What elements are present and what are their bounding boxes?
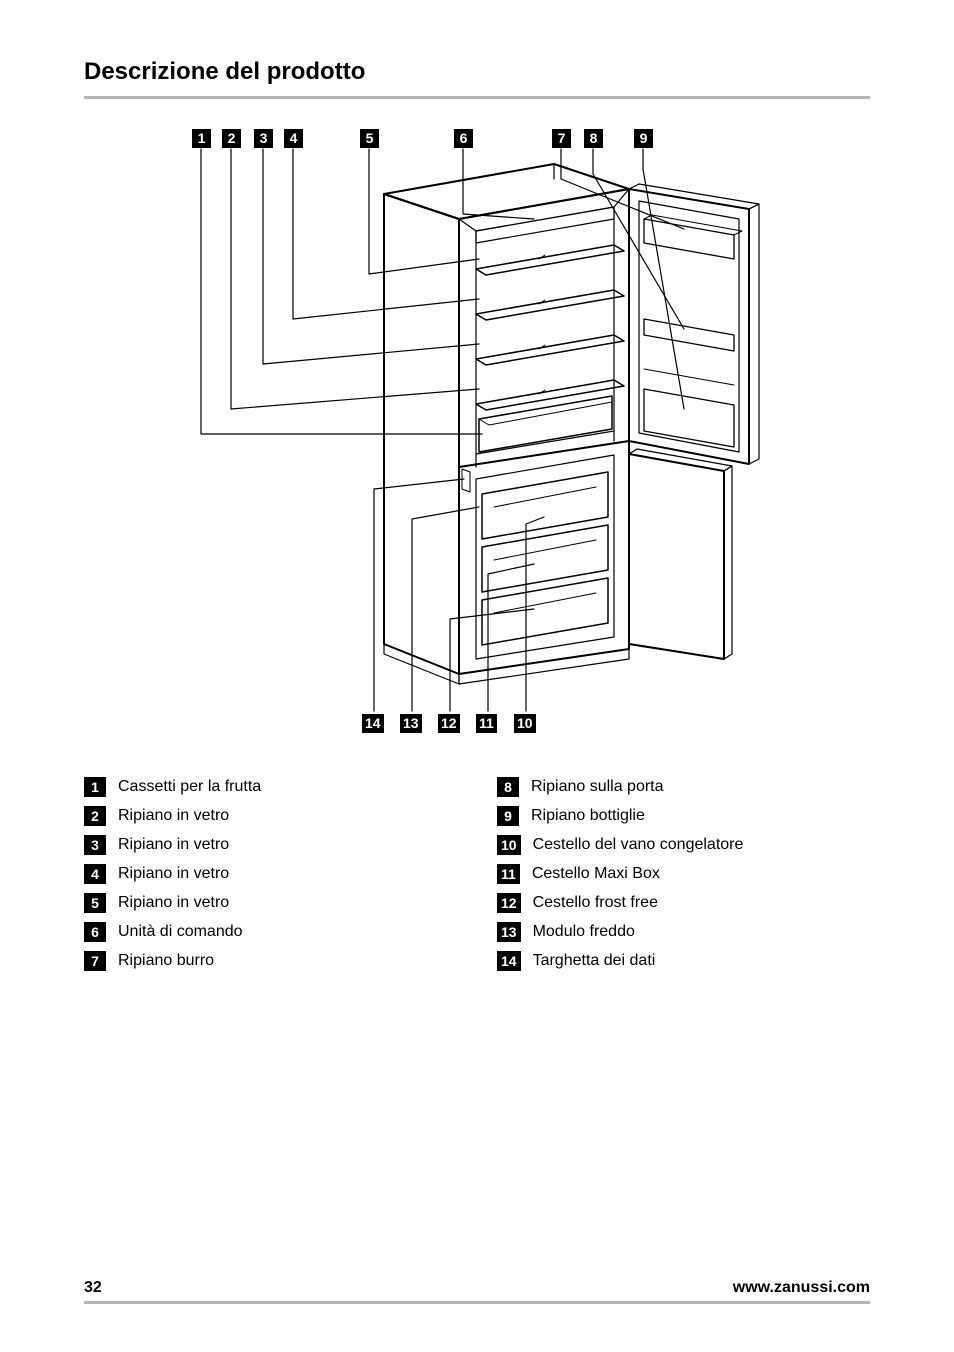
legend-label: Ripiano burro [118,952,214,970]
legend-label: Cassetti per la frutta [118,778,261,796]
legend-row: 6 Unità di comando [84,922,457,942]
legend-label: Modulo freddo [533,923,635,941]
legend-label: Cestello del vano congelatore [533,836,744,854]
callout-4: 4 [284,129,303,148]
legend-num-3: 3 [84,835,106,855]
legend-label: Ripiano in vetro [118,894,229,912]
legend-row: 3 Ripiano in vetro [84,835,457,855]
legend-row: 10 Cestello del vano congelatore [497,835,870,855]
legend-num-11: 11 [497,864,520,884]
legend-num-13: 13 [497,922,521,942]
product-diagram: 123456789 1413121110 [84,119,870,749]
legend-num-12: 12 [497,893,521,913]
legend-col-right: 8 Ripiano sulla porta 9 Ripiano bottiglie 10… [497,777,870,980]
legend-row: 9 Ripiano bottiglie [497,806,870,826]
page-number: 32 [84,1279,102,1297]
callout-14: 14 [362,714,384,733]
callout-11: 11 [476,714,497,733]
legend-num-8: 8 [497,777,519,797]
callout-6: 6 [454,129,473,148]
legend-num-1: 1 [84,777,106,797]
legend-label: Ripiano in vetro [118,836,229,854]
legend-row: 4 Ripiano in vetro [84,864,457,884]
callout-5: 5 [360,129,379,148]
callout-10: 10 [514,714,536,733]
legend-row: 8 Ripiano sulla porta [497,777,870,797]
heading-rule [84,96,870,99]
page-footer: 32 www.zanussi.com [84,1279,870,1304]
legend-num-7: 7 [84,951,106,971]
legend-row: 11 Cestello Maxi Box [497,864,870,884]
callout-9: 9 [634,129,653,148]
legend-label: Ripiano sulla porta [531,778,664,796]
legend-row: 14 Targhetta dei dati [497,951,870,971]
footer-rule [84,1301,870,1304]
legend-row: 7 Ripiano burro [84,951,457,971]
callout-1: 1 [192,129,211,148]
legend-num-4: 4 [84,864,106,884]
page-title: Descrizione del prodotto [84,58,870,86]
legend-label: Targhetta dei dati [533,952,656,970]
diagram-svg [84,119,870,749]
legend-col-left: 1 Cassetti per la frutta 2 Ripiano in vetro… [84,777,457,980]
legend-label: Unità di comando [118,923,243,941]
legend-label: Ripiano bottiglie [531,807,645,825]
callout-3: 3 [254,129,273,148]
legend-row: 2 Ripiano in vetro [84,806,457,826]
legend-num-5: 5 [84,893,106,913]
legend: 1 Cassetti per la frutta 2 Ripiano in vetro… [84,777,870,980]
legend-num-14: 14 [497,951,521,971]
callout-13: 13 [400,714,422,733]
legend-num-2: 2 [84,806,106,826]
callout-7: 7 [552,129,571,148]
legend-label: Cestello Maxi Box [532,865,660,883]
legend-row: 13 Modulo freddo [497,922,870,942]
footer-url: www.zanussi.com [733,1279,870,1297]
callout-2: 2 [222,129,241,148]
legend-num-6: 6 [84,922,106,942]
legend-label: Ripiano in vetro [118,865,229,883]
callout-12: 12 [438,714,460,733]
callout-8: 8 [584,129,603,148]
legend-row: 1 Cassetti per la frutta [84,777,457,797]
legend-num-10: 10 [497,835,521,855]
legend-num-9: 9 [497,806,519,826]
legend-row: 12 Cestello frost free [497,893,870,913]
legend-label: Cestello frost free [533,894,658,912]
legend-row: 5 Ripiano in vetro [84,893,457,913]
legend-label: Ripiano in vetro [118,807,229,825]
